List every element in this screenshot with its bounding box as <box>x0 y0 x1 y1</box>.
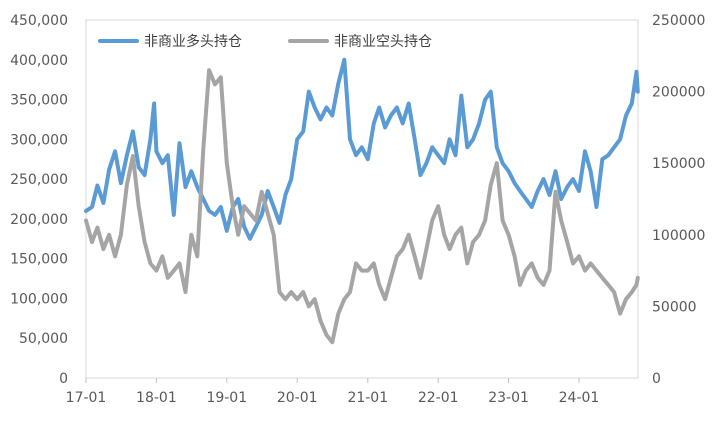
y-right-axis: 0 50000 100000 150000 200000 250000 <box>652 13 705 387</box>
plot-area-border <box>85 19 639 379</box>
x-tick-label: 22-01 <box>418 390 459 406</box>
y-left-tick-label: 450,000 <box>10 13 68 29</box>
series-short-positions-line <box>84 68 640 345</box>
plot-frame <box>85 19 639 379</box>
legend-label-short: 非商业空头持仓 <box>334 34 432 50</box>
y-left-tick-label: 350,000 <box>10 93 68 109</box>
x-axis: 17-01 18-01 19-01 20-01 21-01 22-01 23-01 24-01 <box>66 378 600 406</box>
y-left-tick-label: 200,000 <box>10 212 68 228</box>
y-left-tick-label: 0 <box>59 371 68 387</box>
y-right-tick-label: 150000 <box>652 156 705 172</box>
x-tick-label: 24-01 <box>559 390 600 406</box>
legend: 非商业多头持仓 非商业空头持仓 <box>98 33 432 50</box>
x-tick-label: 21-01 <box>347 390 388 406</box>
y-left-tick-label: 50,000 <box>19 331 68 347</box>
y-right-tick-label: 0 <box>652 371 661 387</box>
x-tick-label: 18-01 <box>136 390 177 406</box>
x-tick-label: 17-01 <box>66 390 107 406</box>
y-right-tick-label: 100000 <box>652 228 705 244</box>
x-tick-label: 19-01 <box>206 390 247 406</box>
legend-label-long: 非商业多头持仓 <box>144 33 242 50</box>
y-right-tick-label: 50000 <box>652 299 697 315</box>
y-left-tick-label: 100,000 <box>10 291 68 307</box>
y-left-tick-label: 400,000 <box>10 53 68 69</box>
y-left-tick-label: 300,000 <box>10 132 68 148</box>
y-left-tick-label: 250,000 <box>10 172 68 188</box>
y-left-axis: 0 50,000 100,000 150,000 200,000 250,000 300,0… <box>10 13 68 387</box>
x-tick-label: 20-01 <box>277 390 318 406</box>
x-tick-label: 23-01 <box>488 390 529 406</box>
y-right-tick-label: 200000 <box>652 85 705 101</box>
y-left-tick-label: 150,000 <box>10 252 68 268</box>
series-long-positions-line <box>84 57 640 241</box>
y-right-tick-label: 250000 <box>652 13 705 29</box>
series-lines <box>84 57 640 345</box>
